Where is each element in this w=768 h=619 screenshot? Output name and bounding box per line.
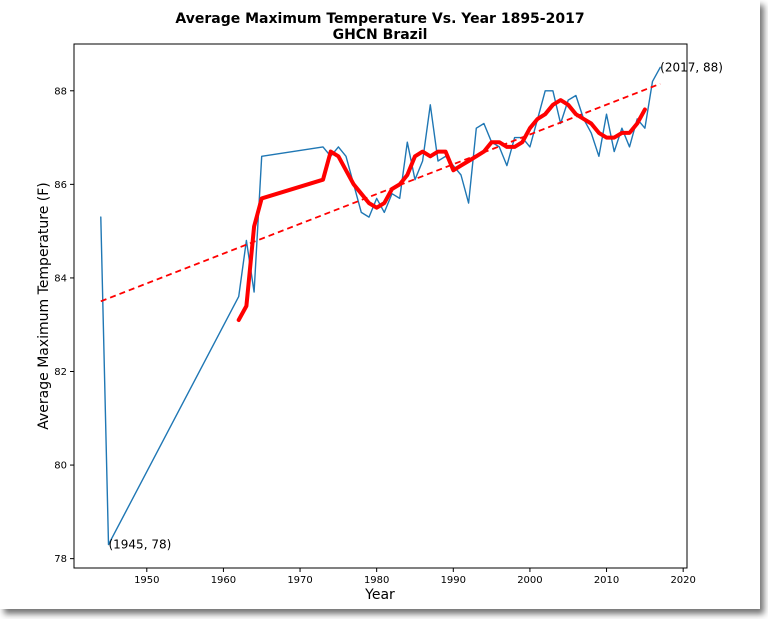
x-tick-label: 1980	[364, 575, 389, 586]
series-layer	[100, 66, 661, 546]
x-tick-label: 1960	[211, 575, 236, 586]
x-tick-label: 1970	[287, 575, 312, 586]
y-tick-label: 78	[54, 554, 67, 565]
y-axis-label: Average Maximum Temperature (F)	[36, 182, 52, 429]
x-tick-label: 2020	[670, 575, 695, 586]
point-annotation: (1945, 78)	[108, 538, 171, 552]
x-tick-label: 1950	[134, 575, 159, 586]
chart-title: Average Maximum Temperature Vs. Year 189…	[175, 11, 584, 27]
x-axis-label: Year	[364, 587, 395, 603]
plot-area-frame	[73, 43, 688, 569]
point-annotation: (2017, 88)	[660, 60, 723, 74]
x-tick-label: 2000	[517, 575, 542, 586]
y-tick-label: 86	[54, 180, 67, 191]
moving-average-line	[236, 98, 647, 322]
y-tick-label: 88	[54, 86, 67, 97]
y-tick-label: 84	[54, 273, 67, 284]
figure-frame	[0, 0, 760, 609]
axis-ticks: 1950 1960 1970 1980 1990 2000 2010 2020 78 80 82 84…	[54, 86, 696, 586]
x-tick-label: 1990	[441, 575, 466, 586]
y-tick-label: 80	[54, 461, 67, 472]
annual-line	[100, 66, 661, 546]
chart-subtitle: GHCN Brazil	[333, 27, 428, 43]
trend-line	[100, 82, 661, 303]
annotation-layer: (1945, 78) (2017, 88)	[108, 60, 723, 551]
x-tick-label: 2010	[594, 575, 619, 586]
y-tick-label: 82	[54, 367, 67, 378]
